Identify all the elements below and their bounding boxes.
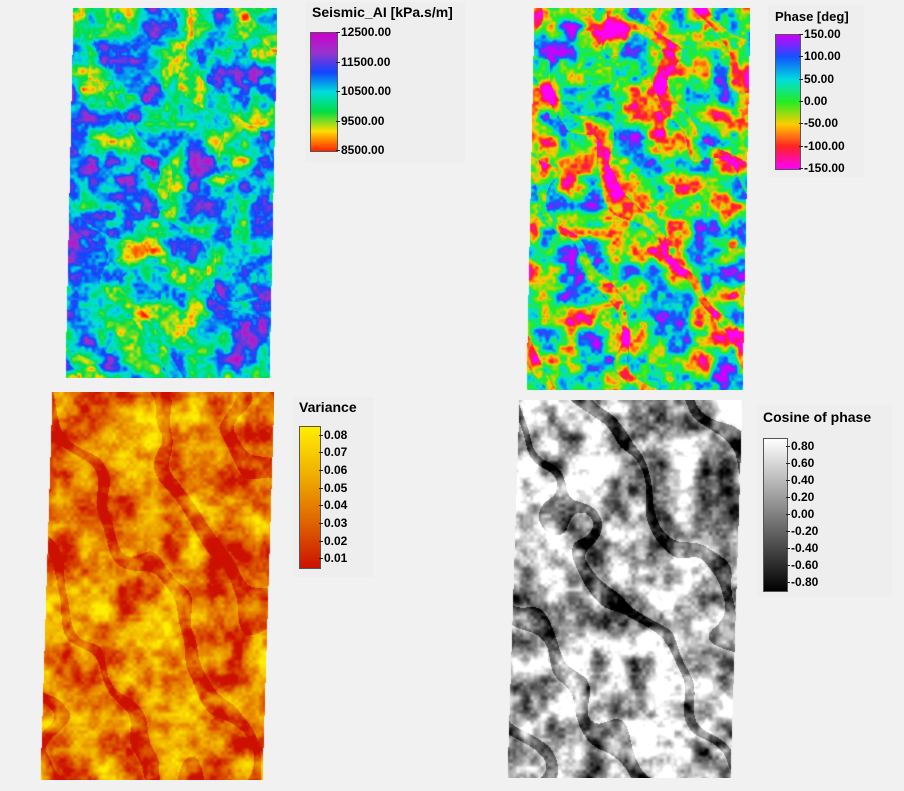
seismic-ai-colorbar-tick-label: 12500.00 xyxy=(341,25,392,39)
seismic-ai-colorbar-tick-label: 8500.00 xyxy=(341,143,385,157)
cosine-phase-colorbar-tick xyxy=(786,463,790,465)
seismic-ai-colorbar-tick xyxy=(336,61,340,63)
seismic-ai-colorbar xyxy=(310,32,338,152)
cosine-phase-colorbar-tick-label: 0.00 xyxy=(791,507,815,521)
seismic-ai-legend-title: Seismic_AI [kPa.s/m] xyxy=(312,4,453,20)
seismic-ai-colorbar-tick xyxy=(336,150,340,151)
phase-colorbar-tick-label: -100.00 xyxy=(804,138,845,153)
phase-colorbar-tick xyxy=(799,101,803,102)
cosine-phase-legend-title: Cosine of phase xyxy=(763,409,872,425)
variance-colorbar xyxy=(299,426,321,569)
cosine-phase-map xyxy=(507,400,742,778)
phase-colorbar-tick xyxy=(799,145,803,147)
variance-colorbar-tick xyxy=(319,452,323,454)
cosine-phase-colorbar-tick-label: -0.40 xyxy=(791,540,819,555)
phase-colorbar-tick xyxy=(799,56,803,58)
cosine-phase-colorbar-tick xyxy=(786,530,790,532)
variance-legend: Variance 0.08 0.07 0.06 0.05 0.04 0.03 0.02 0.0… xyxy=(294,397,374,577)
variance-colorbar-tick xyxy=(319,558,323,560)
cosine-phase-colorbar-tick-label: 0.40 xyxy=(791,473,815,488)
cosine-phase-colorbar-tick-label: 0.60 xyxy=(791,456,815,471)
phase-legend: Phase [deg] 150.00 100.00 50.00 0.00 -50.00 -… xyxy=(768,5,864,177)
cosine-phase-colorbar xyxy=(763,438,788,592)
variance-colorbar-tick xyxy=(319,470,323,472)
variance-colorbar-tick xyxy=(319,434,323,436)
cosine-phase-colorbar-tick-label: 0.80 xyxy=(791,439,815,454)
phase-colorbar-tick-label: 150.00 xyxy=(804,27,841,41)
cosine-phase-colorbar-tick xyxy=(786,514,790,515)
seismic-ai-colorbar-tick-label: 11500.00 xyxy=(341,54,391,69)
variance-legend-title: Variance xyxy=(299,399,357,415)
cosine-phase-colorbar-tick xyxy=(786,497,790,499)
phase-colorbar-tick xyxy=(799,168,803,169)
phase-map xyxy=(526,8,750,390)
cosine-phase-colorbar-tick xyxy=(786,480,790,482)
phase-colorbar xyxy=(775,34,801,170)
phase-colorbar-tick xyxy=(799,123,803,125)
seismic-ai-colorbar-tick xyxy=(336,120,340,122)
seismic-ai-legend: Seismic_AI [kPa.s/m] 12500.00 11500.00 105… xyxy=(305,2,465,162)
phase-colorbar-tick-label: 50.00 xyxy=(804,71,835,86)
seismic-ai-colorbar-tick-label: 10500.00 xyxy=(341,84,392,98)
variance-colorbar-tick xyxy=(319,522,323,524)
variance-colorbar-tick-label: 0.06 xyxy=(324,463,348,478)
variance-colorbar-tick-label: 0.03 xyxy=(324,515,348,530)
cosine-phase-colorbar-tick-label: 0.20 xyxy=(791,490,815,505)
variance-colorbar-tick-label: 0.01 xyxy=(324,551,348,566)
variance-colorbar-tick xyxy=(319,540,323,542)
phase-colorbar-tick-label: 100.00 xyxy=(804,49,841,64)
cosine-phase-colorbar-tick-label: -0.20 xyxy=(791,523,819,538)
variance-colorbar-tick-label: 0.07 xyxy=(324,445,348,460)
cosine-phase-colorbar-tick-label: -0.60 xyxy=(791,557,819,572)
seismic-ai-colorbar-tick-label: 9500.00 xyxy=(341,113,385,128)
cosine-phase-colorbar-tick xyxy=(786,547,790,549)
cosine-phase-colorbar-tick xyxy=(786,564,790,566)
variance-colorbar-tick xyxy=(319,505,323,507)
seismic-ai-map xyxy=(65,8,277,378)
phase-colorbar-tick-label: -150.00 xyxy=(804,161,845,175)
seismic-ai-colorbar-tick xyxy=(336,32,340,33)
phase-colorbar-tick-label: 0.00 xyxy=(804,94,828,108)
phase-colorbar-tick xyxy=(799,34,803,35)
variance-colorbar-tick-label: 0.08 xyxy=(324,427,348,442)
variance-colorbar-tick-label: 0.05 xyxy=(324,480,348,495)
phase-legend-title: Phase [deg] xyxy=(775,9,849,24)
cosine-phase-colorbar-tick xyxy=(786,446,790,448)
variance-colorbar-tick xyxy=(319,487,323,489)
cosine-phase-colorbar-tick xyxy=(786,581,790,583)
phase-colorbar-tick xyxy=(799,78,803,80)
variance-colorbar-tick-label: 0.02 xyxy=(324,533,348,548)
cosine-phase-legend: Cosine of phase 0.80 0.60 0.40 0.20 0.00 -0.2… xyxy=(757,405,892,597)
variance-map xyxy=(40,392,274,780)
cosine-phase-colorbar-tick-label: -0.80 xyxy=(791,574,819,589)
variance-colorbar-tick-label: 0.04 xyxy=(324,498,348,513)
phase-colorbar-tick-label: -50.00 xyxy=(804,116,839,131)
seismic-ai-colorbar-tick xyxy=(336,91,340,92)
